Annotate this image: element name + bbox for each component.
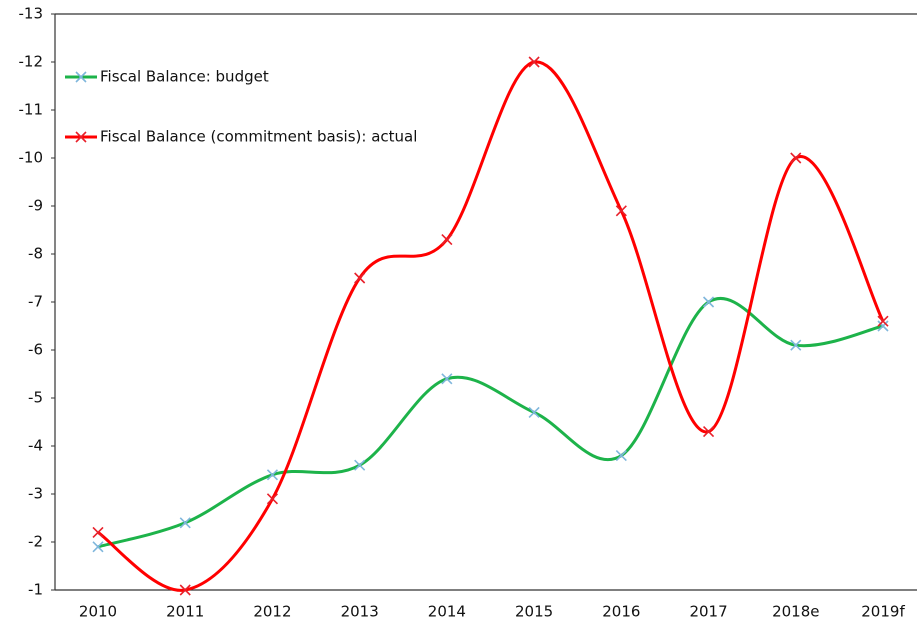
x-tick-label: 2019f [861,603,905,621]
series-line [97,60,885,592]
x-tick-label: 2014 [428,603,466,621]
x-tick-label: 2013 [341,603,379,621]
point-marker [615,450,627,462]
point-marker [266,493,279,505]
y-tick-label: -3 [28,485,43,503]
point-marker [354,272,366,284]
point-marker [179,584,191,596]
point-marker [790,339,802,351]
y-tick-label: -2 [28,533,43,551]
x-tick-label: 2015 [515,603,553,621]
y-tick-label: -7 [28,293,43,311]
x-tick-label: 2016 [602,603,640,621]
point-marker [790,152,802,164]
x-tick-label: 2018e [772,603,819,621]
point-marker [702,296,715,308]
point-marker [615,205,627,217]
point-marker [354,459,366,471]
y-tick-label: -8 [28,245,43,263]
y-tick-label: -12 [19,53,44,71]
legend-marker [75,131,87,143]
point-marker [528,56,540,68]
point-marker [441,234,453,246]
point-marker [441,373,453,385]
y-tick-label: -6 [28,341,43,359]
x-tick-label: 2017 [689,603,727,621]
legend-label: Fiscal Balance: budget [100,68,269,86]
y-tick-label: -1 [28,581,43,599]
legend-marker [75,71,87,83]
x-tick-label: 2010 [79,603,117,621]
point-marker [877,315,889,327]
point-marker [266,469,279,481]
y-tick-label: -4 [28,437,43,455]
x-tick-label: 2012 [253,603,291,621]
y-tick-label: -11 [19,101,44,119]
x-tick-label: 2011 [166,603,204,621]
point-marker [528,406,540,418]
y-tick-label: -13 [19,5,44,23]
legend-label: Fiscal Balance (commitment basis): actua… [100,128,417,146]
series-line [97,297,884,549]
y-tick-label: -5 [28,389,43,407]
point-marker [702,426,715,438]
point-marker [92,541,104,553]
y-tick-label: -10 [19,149,44,167]
point-marker [179,517,191,529]
y-tick-label: -9 [28,197,43,215]
point-marker [877,320,889,332]
point-marker [92,526,104,538]
